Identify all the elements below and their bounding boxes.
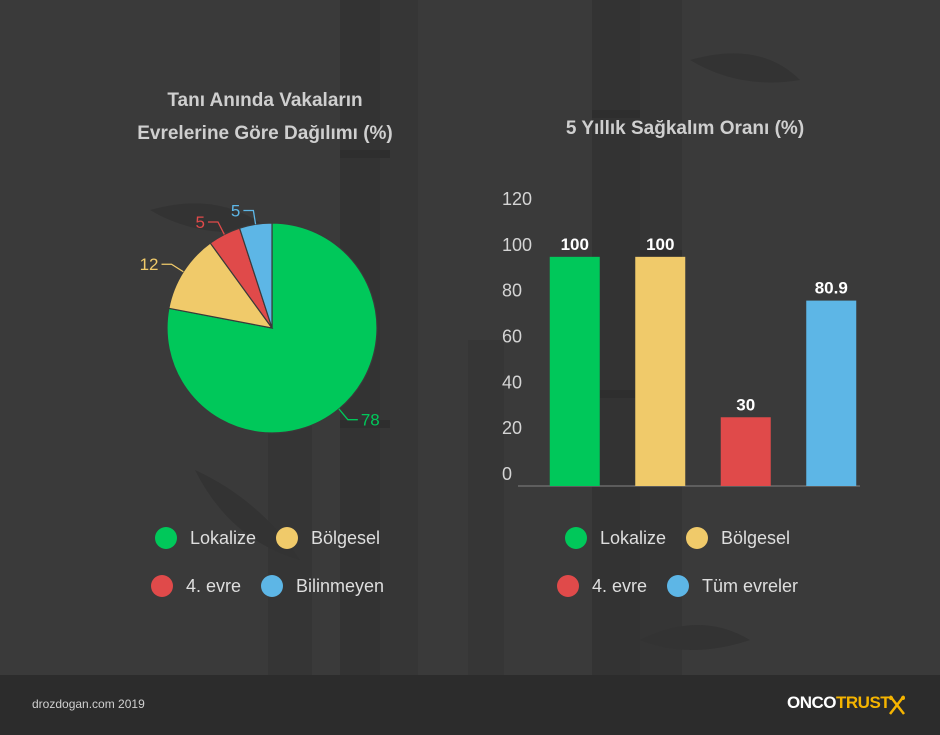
legend-swatch-yellow	[686, 527, 708, 549]
pie-leader-line	[207, 221, 225, 235]
legend-swatch-blue	[667, 575, 689, 597]
legend-swatch-yellow	[276, 527, 298, 549]
oncotrust-logo: ONCOTRUST	[787, 693, 891, 713]
logo-text-trust: TRUST	[836, 693, 891, 712]
pie-leader-line	[243, 209, 257, 225]
pie-legend-item-bilinmeyen: Bilinmeyen	[260, 575, 385, 597]
legend-label: 4. evre	[185, 575, 241, 596]
pie-legend: Lokalize Bölgesel 4. evre Bilinmeyen	[95, 527, 440, 597]
legend-label: Bölgesel	[721, 527, 791, 548]
legend-swatch-red	[150, 575, 173, 597]
pie-legend-item-4-evre: 4. evre	[150, 575, 241, 597]
y-tick-label: 40	[502, 372, 522, 392]
y-tick-label: 80	[502, 281, 522, 301]
footer-site-text: drozdogan.com 2019	[32, 697, 145, 711]
bar-legend-item-tum-evreler: Tüm evreler	[667, 575, 798, 597]
pie-title-line1: Tanı Anında Vakaların	[167, 90, 363, 111]
y-tick-label: 100	[502, 235, 532, 255]
pie-legend-item-bolgesel: Bölgesel	[276, 527, 380, 549]
pie-data-label: 5	[231, 201, 240, 220]
legend-label: Lokalize	[599, 527, 666, 548]
bar-legend-item-4-evre: 4. evre	[556, 575, 647, 597]
legend-label: 4. evre	[591, 575, 647, 596]
bar-lokalize	[549, 256, 600, 486]
bar-chart-title: 5 Yıllık Sağkalım Oranı (%)	[565, 118, 805, 139]
pie-legend-item-lokalize: Lokalize	[154, 527, 256, 549]
bar-bolgesel	[635, 256, 686, 486]
bar-data-label: 100	[561, 235, 589, 254]
bar-tum-evreler	[806, 300, 857, 486]
pie-chart-title: Tanı Anında Vakaların Evrelerine Göre Da…	[100, 84, 430, 150]
dna-ribbon-icon	[889, 695, 905, 715]
legend-swatch-green	[564, 527, 587, 549]
legend-swatch-blue	[260, 575, 283, 597]
legend-swatch-green	[154, 527, 177, 549]
bar-data-label: 100	[646, 235, 674, 254]
pie-slice-bolgesel	[168, 242, 274, 329]
pie-data-label: 78	[361, 411, 380, 430]
bar-legend-item-lokalize: Lokalize	[564, 527, 666, 549]
legend-label: Tüm evreler	[702, 575, 799, 596]
pie-leader-line	[161, 263, 184, 273]
logo-text-onco: ONCO	[787, 693, 837, 712]
y-tick-label: 0	[502, 464, 512, 484]
legend-swatch-red	[556, 575, 579, 597]
bar-4-evre	[720, 417, 771, 486]
legend-label: Bilinmeyen	[295, 575, 385, 596]
bar-legend-item-bolgesel: Bölgesel	[686, 527, 790, 549]
legend-label: Lokalize	[189, 527, 256, 548]
bar-data-label: 30	[736, 395, 755, 414]
pie-leader-line	[338, 408, 358, 421]
legend-label: Bölgesel	[311, 527, 381, 548]
footer-bar: drozdogan.com 2019 ONCOTRUST	[0, 675, 940, 735]
y-tick-label: 120	[502, 189, 532, 209]
pie-title-line2: Evrelerine Göre Dağılımı (%)	[137, 123, 393, 144]
y-tick-label: 60	[502, 327, 522, 347]
bar-data-label: 80.9	[815, 279, 848, 298]
y-tick-label: 20	[502, 418, 522, 438]
pie-data-label: 5	[196, 213, 205, 232]
pie-data-label: 12	[140, 255, 159, 274]
bar-legend: Lokalize Bölgesel 4. evre Tüm evreler	[505, 527, 850, 597]
